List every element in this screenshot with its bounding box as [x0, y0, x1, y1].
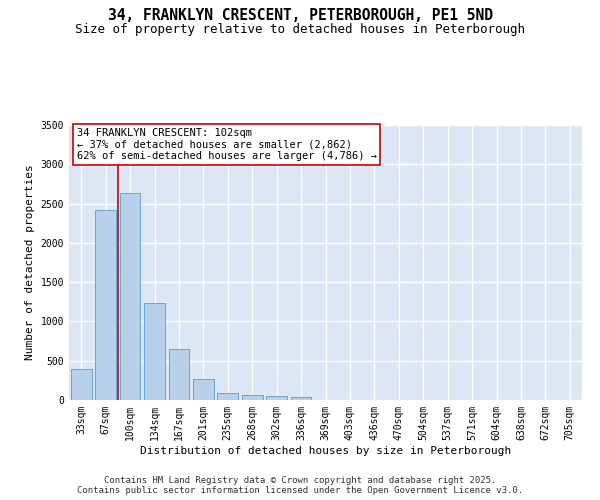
- Text: 34, FRANKLYN CRESCENT, PETERBOROUGH, PE1 5ND: 34, FRANKLYN CRESCENT, PETERBOROUGH, PE1…: [107, 8, 493, 22]
- Bar: [193, 379, 214, 400]
- Bar: [217, 393, 238, 400]
- X-axis label: Distribution of detached houses by size in Peterborough: Distribution of detached houses by size …: [140, 446, 511, 456]
- Text: Size of property relative to detached houses in Peterborough: Size of property relative to detached ho…: [75, 22, 525, 36]
- Bar: [266, 396, 287, 400]
- Bar: [242, 396, 263, 400]
- Bar: [71, 370, 92, 400]
- Y-axis label: Number of detached properties: Number of detached properties: [25, 164, 35, 360]
- Bar: [119, 194, 140, 400]
- Bar: [290, 397, 311, 400]
- Text: 34 FRANKLYN CRESCENT: 102sqm
← 37% of detached houses are smaller (2,862)
62% of: 34 FRANKLYN CRESCENT: 102sqm ← 37% of de…: [77, 128, 377, 161]
- Bar: [169, 349, 190, 400]
- Text: Contains HM Land Registry data © Crown copyright and database right 2025.
Contai: Contains HM Land Registry data © Crown c…: [77, 476, 523, 495]
- Bar: [95, 210, 116, 400]
- Bar: [144, 302, 165, 400]
